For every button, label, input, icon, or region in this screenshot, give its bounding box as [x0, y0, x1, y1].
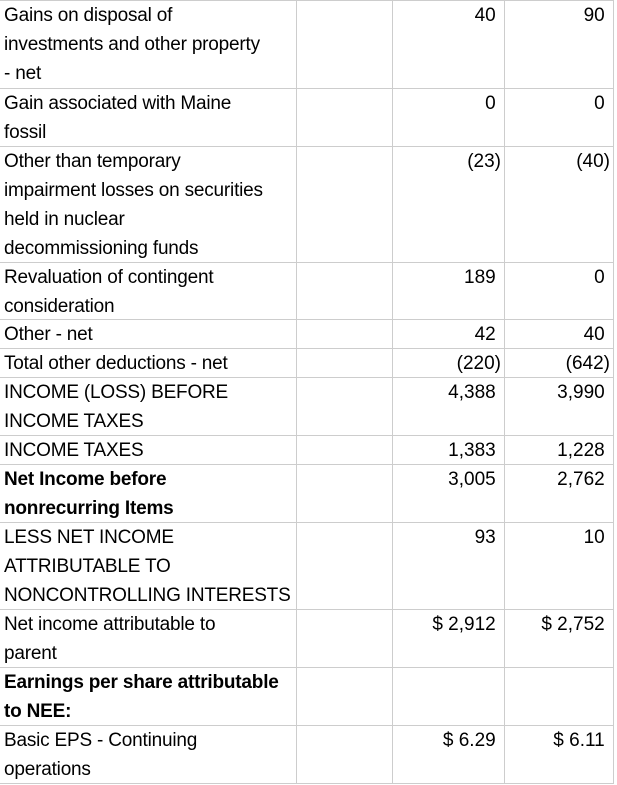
cell-value-col1[interactable]: 0 — [393, 89, 505, 147]
table-row: Earnings per share attributable to NEE: — [0, 668, 614, 726]
cell-value-col1[interactable]: (220) — [393, 349, 505, 378]
cell-line-item[interactable]: INCOME (LOSS) BEFORE INCOME TAXES — [0, 378, 297, 436]
cell-value-col2[interactable]: 90 — [505, 1, 614, 89]
table-row: Total other deductions - net (220) (642) — [0, 349, 614, 378]
cell-line-item[interactable]: Net income attributable to parent — [0, 610, 297, 668]
cell-line-item[interactable]: INCOME TAXES — [0, 436, 297, 465]
cell-line-item[interactable]: Other than temporary impairment losses o… — [0, 147, 297, 263]
cell-spacer[interactable] — [297, 726, 393, 784]
cell-spacer[interactable] — [297, 378, 393, 436]
table-row: Revaluation of contingent consideration … — [0, 263, 614, 320]
cell-value-col1[interactable] — [393, 668, 505, 726]
cell-line-item[interactable]: LESS NET INCOME ATTRIBUTABLE TO NONCONTR… — [0, 523, 297, 610]
cell-spacer[interactable] — [297, 523, 393, 610]
cell-line-item[interactable]: Gain associated with Maine fossil — [0, 89, 297, 147]
cell-value-col2[interactable]: 0 — [505, 89, 614, 147]
table-row: Gains on disposal of investments and oth… — [0, 1, 614, 89]
cell-value-col2[interactable]: 3,990 — [505, 378, 614, 436]
cell-value-col1[interactable]: $ 6.29 — [393, 726, 505, 784]
cell-value-col2[interactable]: 10 — [505, 523, 614, 610]
cell-value-col1[interactable]: 189 — [393, 263, 505, 320]
cell-spacer[interactable] — [297, 465, 393, 523]
cell-line-item[interactable]: Earnings per share attributable to NEE: — [0, 668, 297, 726]
cell-value-col1[interactable]: 40 — [393, 1, 505, 89]
cell-spacer[interactable] — [297, 320, 393, 349]
cell-value-col2[interactable]: 0 — [505, 263, 614, 320]
cell-value-col1[interactable]: (23) — [393, 147, 505, 263]
cell-value-col1[interactable]: 4,388 — [393, 378, 505, 436]
cell-line-item[interactable]: Net Income before nonrecurring Items — [0, 465, 297, 523]
cell-value-col2[interactable] — [505, 668, 614, 726]
cell-spacer[interactable] — [297, 263, 393, 320]
cell-line-item[interactable]: Total other deductions - net — [0, 349, 297, 378]
cell-spacer[interactable] — [297, 668, 393, 726]
table-row: INCOME (LOSS) BEFORE INCOME TAXES 4,388 … — [0, 378, 614, 436]
cell-value-col2[interactable]: $ 6.11 — [505, 726, 614, 784]
cell-line-item[interactable]: Other - net — [0, 320, 297, 349]
cell-value-col2[interactable]: 40 — [505, 320, 614, 349]
table-row: Basic EPS - Continuing operations $ 6.29… — [0, 726, 614, 784]
cell-spacer[interactable] — [297, 610, 393, 668]
cell-spacer[interactable] — [297, 1, 393, 89]
cell-spacer[interactable] — [297, 89, 393, 147]
cell-value-col1[interactable]: 42 — [393, 320, 505, 349]
table-row: Net income attributable to parent $ 2,91… — [0, 610, 614, 668]
table-row: Other than temporary impairment losses o… — [0, 147, 614, 263]
table-row: LESS NET INCOME ATTRIBUTABLE TO NONCONTR… — [0, 523, 614, 610]
cell-line-item[interactable]: Revaluation of contingent consideration — [0, 263, 297, 320]
cell-value-col1[interactable]: 93 — [393, 523, 505, 610]
table-row: Other - net 42 40 — [0, 320, 614, 349]
cell-value-col2[interactable]: (642) — [505, 349, 614, 378]
cell-value-col1[interactable]: 3,005 — [393, 465, 505, 523]
cell-value-col2[interactable]: $ 2,752 — [505, 610, 614, 668]
cell-spacer[interactable] — [297, 349, 393, 378]
cell-spacer[interactable] — [297, 436, 393, 465]
cell-value-col1[interactable]: 1,383 — [393, 436, 505, 465]
cell-value-col2[interactable]: (40) — [505, 147, 614, 263]
cell-line-item[interactable]: Gains on disposal of investments and oth… — [0, 1, 297, 89]
cell-value-col2[interactable]: 2,762 — [505, 465, 614, 523]
cell-spacer[interactable] — [297, 147, 393, 263]
cell-line-item[interactable]: Basic EPS - Continuing operations — [0, 726, 297, 784]
table-row: Gain associated with Maine fossil 0 0 — [0, 89, 614, 147]
table-row: Net Income before nonrecurring Items 3,0… — [0, 465, 614, 523]
table-row: INCOME TAXES 1,383 1,228 — [0, 436, 614, 465]
cell-value-col1[interactable]: $ 2,912 — [393, 610, 505, 668]
cell-value-col2[interactable]: 1,228 — [505, 436, 614, 465]
